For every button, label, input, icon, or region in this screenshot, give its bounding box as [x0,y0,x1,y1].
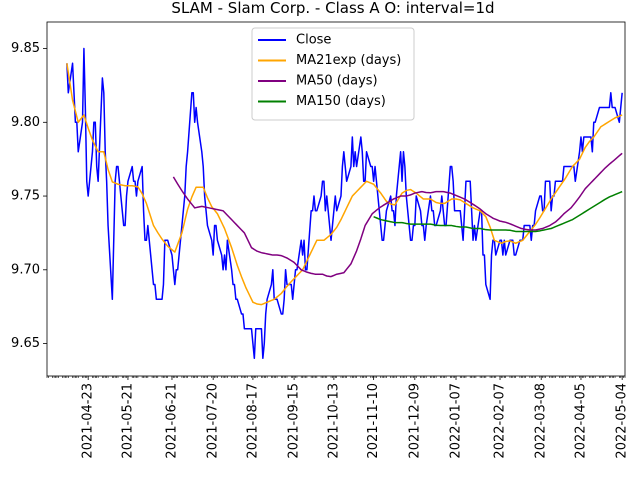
axes: 2021-04-23 2021-05-21 2021-06-21 2021-07-20… [11,21,630,459]
x-tick-label: 2021-05-21 [120,383,135,459]
x-tick-label: 2022-05-04 [615,383,630,459]
axes-frame [46,21,626,377]
legend-label: MA50 (days) [296,74,378,89]
series-line-ma150-days [373,190,623,233]
legend-label: MA21exp (days) [296,53,401,68]
x-tick-label: 2021-07-20 [206,383,221,459]
x-tick-label: 2021-08-17 [245,383,260,459]
y-tick-label: 9.80 [11,115,40,130]
x-tick-label: 2021-12-09 [407,383,422,459]
legend-box [251,27,415,121]
x-tick-label: 2022-04-05 [573,383,588,459]
series-line-close [66,47,623,360]
y-tick-label: 9.85 [11,41,40,56]
series-line-ma50-days [172,152,623,278]
y-tick-label: 9.70 [11,262,40,277]
x-tick-label: 2021-10-13 [326,383,341,459]
x-tick-label: 2022-02-07 [493,383,508,459]
x-tick-label: 2022-01-07 [449,383,464,459]
y-tick-label: 9.65 [11,336,40,351]
x-tick-label: 2021-04-23 [81,383,96,459]
x-tick-label: 2021-09-15 [287,383,302,459]
legend-label: MA150 (days) [296,94,386,109]
plot-area [66,47,623,360]
legend-label: Close [296,33,331,48]
y-tick-label: 9.75 [11,189,40,204]
x-tick-label: 2022-03-08 [534,383,549,459]
legend: Close MA21exp (days) MA50 (days) MA150 (day… [251,27,415,121]
x-tick-label: 2021-11-10 [366,383,381,459]
x-tick-label: 2021-06-21 [164,383,179,459]
chart-title: SLAM - Slam Corp. - Class A O: interval=… [171,0,494,17]
